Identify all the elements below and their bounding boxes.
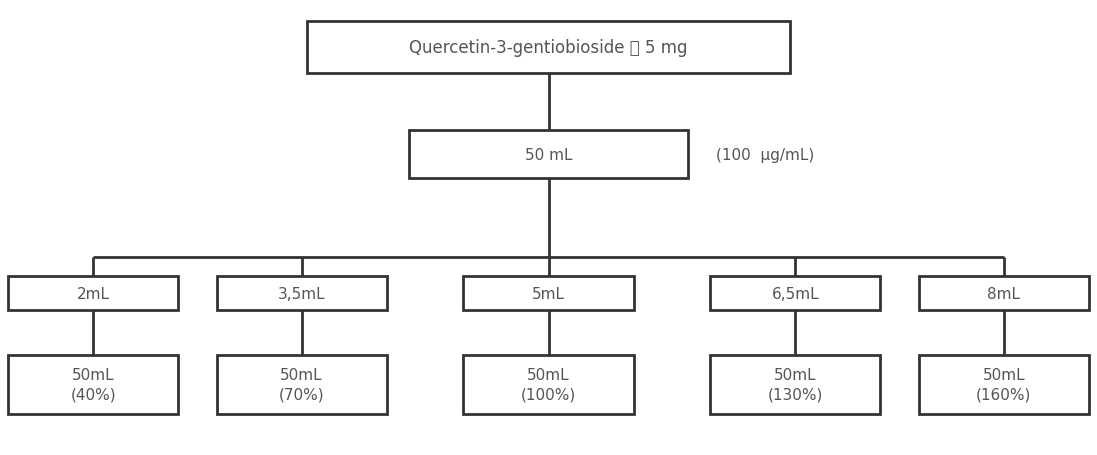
FancyBboxPatch shape (463, 276, 634, 310)
Text: 2mL: 2mL (77, 286, 110, 301)
FancyBboxPatch shape (408, 131, 689, 178)
Text: 50mL: 50mL (528, 367, 569, 382)
FancyBboxPatch shape (919, 276, 1088, 310)
FancyBboxPatch shape (711, 276, 880, 310)
FancyBboxPatch shape (216, 355, 387, 414)
Text: (100  μg/mL): (100 μg/mL) (715, 147, 814, 162)
Text: (100%): (100%) (521, 387, 576, 402)
FancyBboxPatch shape (307, 21, 790, 74)
Text: (160%): (160%) (976, 387, 1031, 402)
Text: 8mL: 8mL (987, 286, 1020, 301)
FancyBboxPatch shape (9, 355, 178, 414)
FancyBboxPatch shape (216, 276, 387, 310)
Text: 50 mL: 50 mL (524, 147, 573, 162)
Text: 50mL: 50mL (774, 367, 816, 382)
Text: 6,5mL: 6,5mL (771, 286, 819, 301)
Text: 50mL: 50mL (983, 367, 1025, 382)
Text: (40%): (40%) (70, 387, 116, 402)
Text: 50mL: 50mL (281, 367, 323, 382)
Text: 3,5mL: 3,5mL (278, 286, 326, 301)
FancyBboxPatch shape (711, 355, 880, 414)
FancyBboxPatch shape (9, 276, 178, 310)
Text: Quercetin-3-gentiobioside 약 5 mg: Quercetin-3-gentiobioside 약 5 mg (409, 39, 688, 57)
FancyBboxPatch shape (919, 355, 1088, 414)
FancyBboxPatch shape (463, 355, 634, 414)
Text: 5mL: 5mL (532, 286, 565, 301)
Text: 50mL: 50mL (72, 367, 114, 382)
Text: (130%): (130%) (768, 387, 823, 402)
Text: (70%): (70%) (279, 387, 325, 402)
